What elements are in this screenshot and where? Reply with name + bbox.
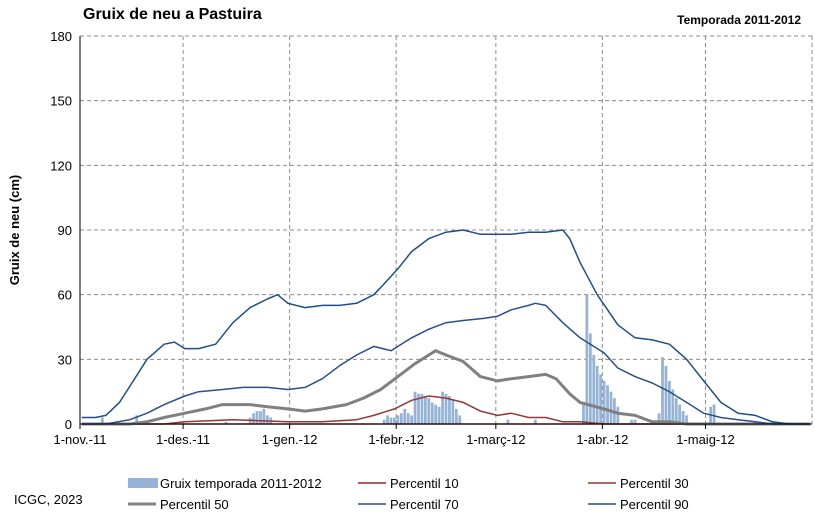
- snow-depth-bar: [606, 385, 609, 424]
- snow-depth-bar: [386, 415, 389, 424]
- series-line-percentil-70: [81, 302, 811, 425]
- snow-depth-bar: [403, 408, 407, 424]
- snow-depth-bar: [100, 417, 104, 424]
- legend-swatch-bar: [128, 478, 158, 488]
- snow-depth-bar: [430, 402, 434, 424]
- snow-depth-bar: [448, 395, 451, 424]
- series-line-percentil-50: [81, 349, 811, 426]
- snow-depth-bar: [671, 389, 675, 424]
- snow-depth-bar: [585, 294, 589, 424]
- legend-label: Percentil 10: [390, 476, 459, 491]
- y-tick-label: 30: [58, 352, 72, 367]
- snow-depth-bar: [399, 413, 403, 424]
- series-line-percentil-90: [81, 229, 811, 425]
- snow-depth-bar: [661, 357, 664, 424]
- x-tick-label: 1-gen.-12: [262, 432, 318, 447]
- y-tick-label: 0: [65, 417, 72, 432]
- chart-title: Gruix de neu a Pastuira: [83, 6, 262, 23]
- snow-depth-bar: [506, 419, 510, 424]
- snow-depth-bar: [252, 413, 255, 424]
- legend-label: Gruix temporada 2011-2012: [160, 476, 322, 491]
- snow-depth-bar: [602, 380, 606, 424]
- snow-depth-bar: [458, 415, 462, 424]
- snow-depth-bar: [420, 393, 424, 424]
- snow-depth-bar: [382, 419, 386, 424]
- snow-depth-bar: [224, 421, 228, 424]
- x-tick-label: 1-maig-12: [676, 432, 735, 447]
- snow-depth-bar: [393, 417, 396, 424]
- legend: Gruix temporada 2011-2012 Percentil 10 Per…: [128, 476, 689, 512]
- snow-depth-bar: [609, 391, 613, 424]
- snow-depth-bar: [389, 417, 393, 424]
- snow-depth-bar: [396, 415, 400, 424]
- snow-depth-bar: [595, 365, 599, 424]
- snow-depth-bar: [633, 419, 637, 424]
- legend-label: Percentil 90: [620, 497, 689, 512]
- grid-lines: [80, 35, 813, 424]
- snow-depth-bar: [454, 408, 458, 424]
- snow-depth-bar: [533, 419, 537, 424]
- snow-depth-bar: [451, 400, 455, 424]
- snow-depth-bar: [678, 404, 682, 424]
- snow-depth-bar: [413, 391, 417, 424]
- snow-depth-bar: [434, 404, 438, 424]
- x-tick-label: 1-nov.-11: [54, 432, 107, 447]
- snow-depth-bar: [592, 355, 596, 424]
- snow-depth-bar: [657, 413, 661, 424]
- series-line-percentil-30: [81, 395, 811, 425]
- y-tick-label: 180: [50, 29, 72, 44]
- y-axis-label: Gruix de neu (cm): [7, 175, 22, 286]
- credit-text: ICGC, 2023: [14, 492, 83, 507]
- snow-depth-bar: [444, 393, 448, 424]
- y-tick-label: 120: [50, 158, 72, 173]
- x-tick-label: 1-des.-11: [156, 432, 210, 447]
- snow-depth-bar: [417, 393, 420, 424]
- snow-depth-bar: [135, 415, 139, 424]
- y-tick-label: 150: [50, 94, 72, 109]
- x-tick-label: 1-febr.-12: [368, 432, 424, 447]
- snow-depth-bar: [406, 413, 410, 424]
- legend-label: Percentil 30: [620, 476, 689, 491]
- snow-depth-bars: [100, 294, 716, 424]
- snow-depth-bar: [410, 415, 414, 424]
- snow-depth-bar: [437, 406, 441, 424]
- snow-depth-bar: [255, 411, 259, 424]
- snow-depth-bar: [262, 408, 266, 424]
- legend-label: Percentil 50: [160, 497, 229, 512]
- y-tick-label: 90: [58, 223, 72, 238]
- snow-depth-bar: [441, 391, 444, 424]
- snow-depth-bar: [588, 333, 592, 424]
- snow-depth-bar: [599, 374, 603, 424]
- snow-depth-bar: [664, 365, 668, 424]
- snow-depth-bar: [668, 380, 671, 424]
- y-tick-label: 60: [58, 288, 72, 303]
- snow-depth-bar: [427, 398, 431, 424]
- axes: 0 30 60 90 120 150 180 1-nov.-11 1-des.-11 1-gen.…: [50, 29, 812, 447]
- snow-depth-bar: [681, 411, 685, 424]
- x-tick-label: 1-març-12: [466, 432, 525, 447]
- snow-depth-bar: [674, 398, 678, 424]
- snow-depth-bar: [259, 411, 262, 424]
- chart-subtitle: Temporada 2011-2012: [677, 13, 801, 27]
- x-tick-label: 1-abr.-12: [576, 432, 628, 447]
- legend-label: Percentil 70: [390, 497, 459, 512]
- snow-depth-bar: [712, 404, 716, 424]
- snow-depth-bar: [265, 415, 269, 424]
- snow-depth-bar: [424, 395, 427, 424]
- snow-depth-bar: [582, 402, 585, 424]
- snow-depth-bar: [630, 419, 633, 424]
- snow-depth-bar: [685, 415, 688, 424]
- snow-depth-bar: [616, 406, 620, 424]
